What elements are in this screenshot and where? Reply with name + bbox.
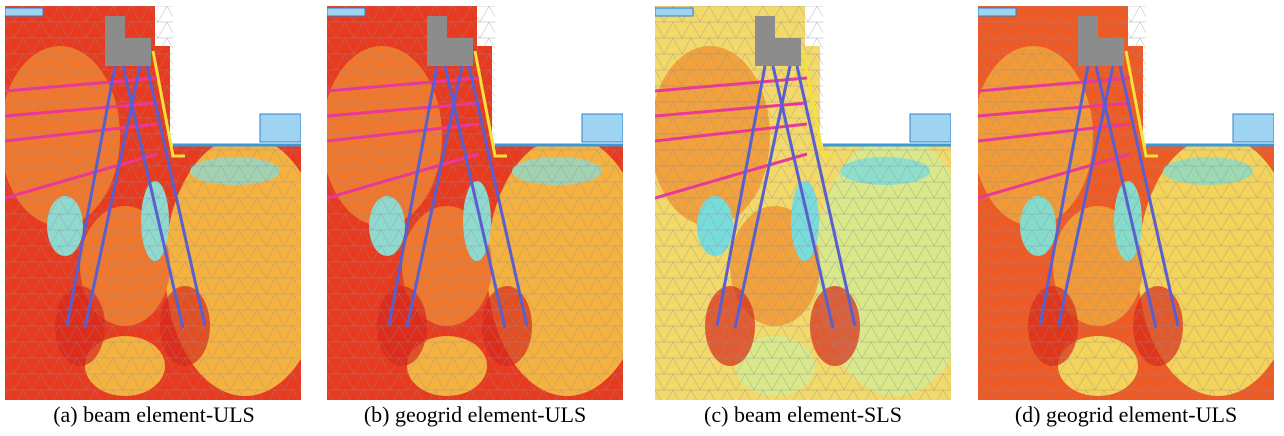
wall: [773, 38, 801, 66]
surcharge: [910, 114, 951, 142]
caption: (a) beam element-ULS: [0, 402, 314, 428]
caption: (d) geogrid element-ULS: [966, 402, 1284, 428]
wall: [755, 16, 775, 66]
surcharge: [582, 114, 623, 142]
contour-plot: [5, 6, 301, 400]
wall: [427, 16, 447, 66]
contour-plot: [978, 6, 1274, 400]
contour-plot: [327, 6, 623, 400]
wall: [105, 16, 125, 66]
wall: [445, 38, 473, 66]
caption: (b) geogrid element-ULS: [315, 402, 635, 428]
surcharge: [978, 8, 1016, 16]
figure: (a) beam element-ULS (b) geogrid element…: [0, 0, 1284, 436]
surcharge: [655, 8, 693, 16]
surcharge: [5, 8, 43, 16]
wall: [1078, 16, 1098, 66]
wall: [1096, 38, 1124, 66]
surcharge: [260, 114, 301, 142]
contour-plot: [655, 6, 951, 400]
wall: [123, 38, 151, 66]
caption: (c) beam element-SLS: [643, 402, 963, 428]
surcharge: [327, 8, 365, 16]
surcharge: [1233, 114, 1274, 142]
